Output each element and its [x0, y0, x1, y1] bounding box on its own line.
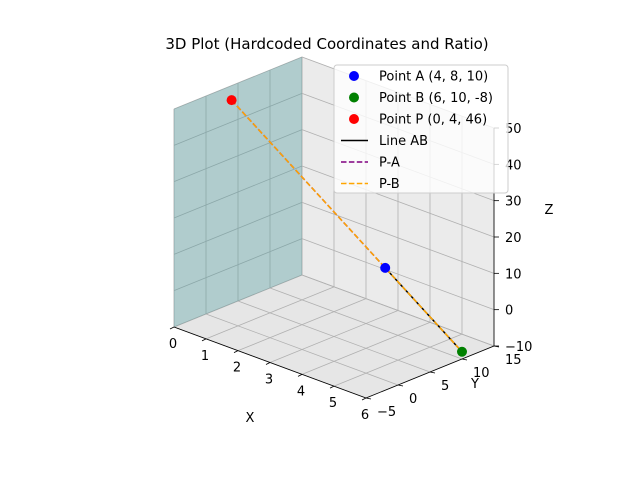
- x-tick-mark: [201, 338, 207, 342]
- y-tick-label: 5: [441, 379, 449, 394]
- y-tick-mark: [429, 371, 436, 374]
- tick-labels: 0 1 2 3 4 5 6 −5 0 5 10 15−10 0 10 20 30 40 50: [169, 122, 533, 423]
- x-tick-label: 0: [169, 337, 177, 352]
- legend-label: Line AB: [379, 134, 428, 149]
- grid-line-z: [173, 238, 303, 292]
- grid-line-z: [301, 238, 495, 311]
- grid-line-z: [301, 274, 495, 347]
- grid-line-y: [205, 313, 399, 386]
- legend-label: Point A (4, 8, 10): [379, 70, 488, 85]
- legend-box: [333, 64, 509, 194]
- x-tick-label: 4: [297, 384, 305, 399]
- z-tick-label: 40: [505, 158, 522, 173]
- x-tick-mark: [233, 350, 239, 354]
- grid-line-z: [173, 201, 303, 255]
- plane-x0: [174, 57, 302, 327]
- grid-line-z: [173, 129, 303, 183]
- data-point: [457, 346, 467, 357]
- grid-line-z: [173, 56, 303, 110]
- x-tick-mark: [169, 326, 175, 330]
- data-point: [380, 262, 391, 273]
- x-tick-label: 5: [329, 396, 337, 411]
- x-axis-label: X: [246, 411, 255, 426]
- z-tick-label: 20: [505, 231, 522, 246]
- series-line-p-b: [231, 99, 463, 353]
- x-tick-mark: [297, 373, 303, 377]
- legend-marker: [349, 71, 359, 81]
- data-series: [226, 95, 467, 357]
- y-tick-label: 15: [505, 353, 522, 368]
- y-tick-label: −5: [377, 405, 396, 420]
- z-tick-label: 50: [505, 122, 522, 137]
- z-tick-label: 30: [505, 195, 522, 210]
- grid-line-z: [173, 274, 303, 328]
- y-axis-label: Y: [470, 377, 479, 392]
- legend: Point A (4, 8, 10) Point B (6, 10, -8) Poi…: [333, 64, 509, 194]
- grid-line-y: [269, 287, 463, 360]
- data-point: [226, 95, 237, 106]
- legend-label: P-B: [379, 177, 400, 192]
- x-tick-mark: [361, 397, 367, 401]
- plane-layer: [174, 57, 302, 327]
- x-tick-mark: [265, 362, 271, 365]
- legend-label: Point B (6, 10, -8): [379, 91, 493, 106]
- y-tick-mark: [461, 358, 468, 361]
- z-tick-label: 0: [505, 304, 513, 319]
- legend-label: P-A: [379, 156, 400, 171]
- chart-title: 3D Plot (Hardcoded Coordinates and Ratio…: [165, 35, 488, 53]
- x-tick-label: 1: [201, 349, 209, 364]
- grid-line-z: [301, 201, 495, 274]
- x-tick-label: 2: [233, 361, 241, 376]
- y-tick-mark: [397, 384, 404, 387]
- z-tick-label: −10: [505, 340, 532, 355]
- y-tick-label: 10: [473, 366, 490, 381]
- x-tick-label: 6: [361, 408, 369, 423]
- legend-marker: [349, 92, 359, 103]
- grid-line-y: [237, 300, 431, 373]
- z-tick-label: 10: [505, 267, 522, 282]
- z-axis-label: Z: [545, 203, 554, 218]
- legend-label: Point P (0, 4, 46): [379, 113, 487, 128]
- grid-line-z: [173, 92, 303, 146]
- y-tick-mark: [365, 397, 372, 400]
- grid-line-z: [173, 165, 303, 219]
- x-tick-mark: [329, 385, 335, 389]
- x-tick-label: 3: [265, 373, 273, 388]
- y-tick-label: 0: [409, 392, 417, 407]
- legend-marker: [349, 114, 359, 124]
